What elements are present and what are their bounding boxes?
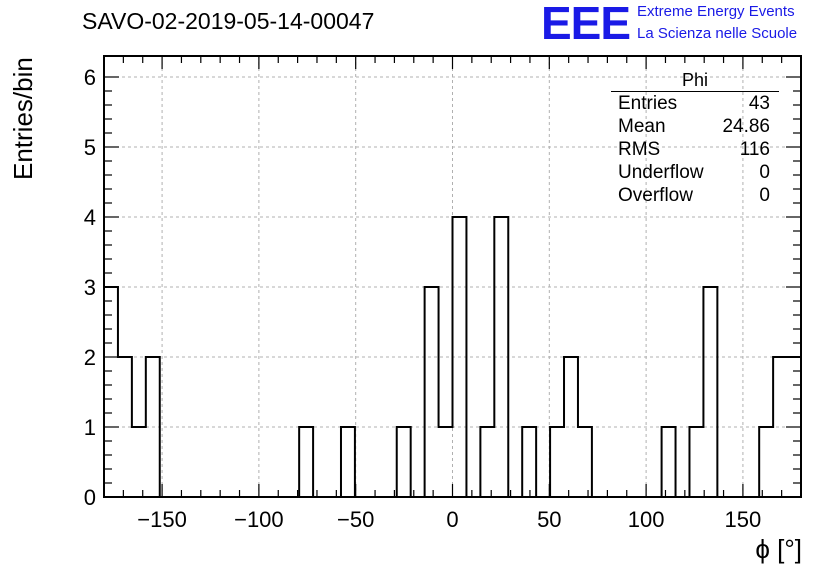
logo-caption-line1: Extreme Energy Events — [637, 3, 795, 20]
x-axis-label: ϕ [°] — [755, 534, 802, 564]
stats-row-overflow: Overflow 0 — [611, 184, 779, 207]
stats-label: Underflow — [618, 162, 704, 183]
stats-value: 116 — [739, 139, 770, 160]
x-tick-label: 50 — [537, 507, 561, 532]
stats-label: Entries — [618, 93, 678, 114]
y-tick-label: 0 — [84, 485, 96, 510]
y-tick-label: 5 — [84, 135, 96, 160]
stats-value: 24.86 — [722, 116, 770, 137]
plot-title: SAVO-02-2019-05-14-00047 — [82, 8, 375, 34]
stats-label: RMS — [618, 139, 661, 160]
y-tick-label: 1 — [84, 415, 96, 440]
eee-logo: EEE — [541, 0, 631, 49]
stats-row-entries: Entries 43 — [611, 92, 779, 115]
stats-value: 0 — [759, 162, 770, 183]
axis-tick-labels: −150 −100 −50 0 50 100 150 0 1 2 3 4 5 6 — [84, 65, 762, 532]
x-tick-label: 0 — [446, 507, 458, 532]
stats-label: Overflow — [618, 185, 693, 206]
stats-row-mean: Mean 24.86 — [611, 115, 779, 138]
stats-box: Phi Entries 43 Mean 24.86 RMS 116 Underf… — [611, 70, 779, 207]
stats-label: Mean — [618, 116, 666, 137]
stats-value: 0 — [759, 185, 770, 206]
stats-row-underflow: Underflow 0 — [611, 161, 779, 184]
x-tick-label: −50 — [337, 507, 374, 532]
y-tick-label: 3 — [84, 275, 96, 300]
stats-title: Phi — [611, 70, 779, 92]
y-tick-label: 6 — [84, 65, 96, 90]
axis-ticks — [103, 56, 802, 498]
x-tick-label: −100 — [234, 507, 284, 532]
y-tick-label: 2 — [84, 345, 96, 370]
logo-caption-line2: La Scienza nelle Scuole — [637, 25, 798, 42]
x-tick-label: 100 — [628, 507, 665, 532]
x-tick-label: 150 — [725, 507, 762, 532]
x-tick-label: −150 — [137, 507, 187, 532]
y-tick-label: 4 — [84, 205, 96, 230]
stats-row-rms: RMS 116 — [611, 138, 779, 161]
stats-value: 43 — [748, 93, 770, 114]
